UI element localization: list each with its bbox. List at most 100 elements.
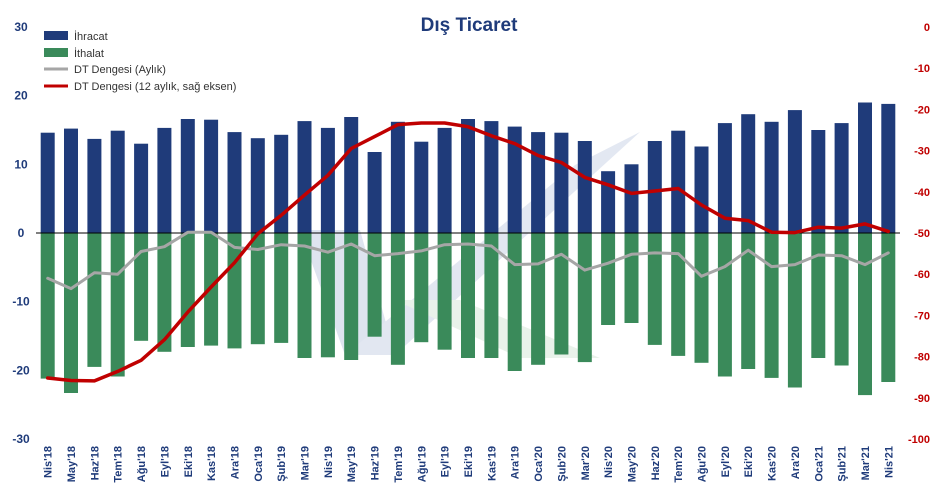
left-tick-label-3: 0: [18, 226, 25, 240]
export-bar-11: [297, 121, 312, 233]
x-tick-label-35: Mar'21: [860, 446, 872, 480]
right-tick-label-10: -100: [908, 434, 930, 446]
x-tick-label-28: Ağu'20: [697, 446, 709, 482]
right-tick-label-9: -90: [914, 393, 930, 405]
export-bar-31: [764, 121, 779, 233]
import-bar-27: [671, 233, 686, 356]
right-tick-label-4: -40: [914, 187, 930, 199]
export-bar-3: [110, 130, 125, 233]
import-bar-26: [647, 233, 662, 345]
export-bar-6: [180, 119, 195, 233]
x-tick-label-24: Nis'20: [603, 446, 615, 478]
import-bar-14: [367, 233, 382, 337]
export-bar-36: [881, 103, 896, 234]
import-bar-20: [507, 233, 522, 371]
export-bar-16: [414, 141, 429, 233]
x-tick-label-31: Kas'20: [767, 446, 779, 481]
x-axis: Nis'18 May'18 Haz'18 Tem'18 Ağu'18 Eyl'18 Eki'…: [43, 446, 896, 483]
import-bar-18: [461, 233, 475, 358]
legend-label-exports: İhracat: [74, 30, 108, 43]
left-tick-label-6: -30: [12, 432, 30, 446]
x-tick-label-13: May'19: [346, 446, 358, 482]
x-tick-label-16: Ağu'19: [416, 446, 428, 482]
x-tick-label-11: Mar'19: [300, 446, 312, 480]
legend-label-imports: İthalat: [74, 47, 104, 60]
import-bar-32: [787, 233, 802, 388]
import-bar-13: [344, 233, 359, 360]
chart-title: Dış Ticaret: [421, 15, 518, 36]
x-tick-label-25: May'20: [627, 446, 639, 482]
x-tick-label-29: Eyl'20: [720, 446, 732, 477]
x-tick-label-15: Tem'19: [393, 446, 405, 483]
x-tick-label-23: Mar'20: [580, 446, 592, 480]
left-tick-label-4: -10: [12, 295, 30, 309]
lines-layer: [45, 121, 891, 383]
right-tick-label-6: -60: [914, 269, 930, 281]
export-bar-32: [787, 110, 802, 233]
export-bar-13: [344, 117, 359, 233]
right-tick-label-5: -50: [914, 228, 930, 240]
right-tick-label-8: -80: [914, 352, 930, 364]
import-bar-25: [624, 233, 639, 323]
export-bar-22: [554, 132, 569, 233]
import-bar-2: [87, 233, 102, 367]
export-bar-29: [717, 123, 732, 233]
export-bar-2: [87, 138, 102, 233]
import-bar-8: [227, 233, 242, 349]
import-bar-19: [484, 233, 499, 358]
bars-layer: [40, 102, 896, 396]
export-bar-14: [367, 152, 382, 233]
export-bar-19: [484, 121, 499, 233]
x-tick-label-2: Haz'18: [89, 446, 101, 480]
x-tick-label-7: Kas'18: [206, 446, 218, 481]
legend-swatch-imports: [44, 48, 68, 57]
import-bar-23: [577, 233, 592, 363]
export-bar-17: [437, 127, 452, 233]
x-tick-label-10: Şub'19: [276, 446, 288, 482]
export-bar-7: [204, 119, 219, 233]
import-bar-1: [64, 233, 78, 393]
import-bar-17: [437, 233, 452, 350]
import-bar-11: [297, 233, 312, 358]
left-tick-label-0: 30: [14, 20, 28, 34]
import-bar-36: [881, 233, 896, 382]
export-bar-33: [811, 130, 826, 233]
export-bar-20: [507, 126, 522, 233]
import-bar-4: [134, 233, 149, 341]
import-bar-21: [531, 233, 546, 365]
import-bar-30: [741, 233, 756, 369]
x-tick-label-5: Eyl'18: [159, 446, 171, 477]
import-bar-15: [390, 233, 405, 365]
monthly-balance-line: [46, 230, 890, 291]
export-bar-12: [320, 127, 335, 233]
x-tick-label-9: Oca'19: [253, 446, 265, 482]
x-tick-label-30: Eki'20: [743, 446, 755, 477]
x-tick-label-12: Nis'19: [323, 446, 335, 478]
x-tick-label-33: Oca'21: [813, 446, 825, 482]
export-bar-10: [274, 134, 289, 233]
export-bar-15: [390, 121, 405, 233]
legend-label-annual-balance: DT Dengesi (12 aylık, sağ eksen): [74, 81, 236, 93]
left-tick-label-2: 10: [14, 157, 28, 171]
export-bar-18: [461, 119, 475, 233]
right-tick-label-7: -70: [914, 310, 930, 322]
left-tick-label-5: -20: [12, 363, 30, 377]
x-tick-label-34: Şub'21: [837, 446, 849, 482]
x-tick-label-0: Nis'18: [43, 446, 55, 478]
right-axis: 0 -10 -20 -30 -40 -50 -60 -70 -80 -90 -100: [908, 22, 930, 446]
x-tick-label-32: Ara'20: [790, 446, 802, 479]
export-bar-35: [858, 102, 872, 233]
x-tick-label-6: Eki'18: [183, 446, 195, 477]
import-bar-0: [40, 233, 55, 379]
annual-balance-line: [45, 121, 891, 383]
import-bar-9: [250, 233, 265, 345]
x-tick-label-36: Nis'21: [883, 446, 895, 478]
import-bar-34: [834, 233, 849, 366]
x-tick-label-1: May'18: [66, 446, 78, 482]
export-bar-5: [157, 127, 172, 233]
x-tick-label-8: Ara'18: [230, 446, 242, 479]
import-bar-33: [811, 233, 826, 358]
x-tick-label-27: Tem'20: [673, 446, 685, 483]
x-tick-label-21: Oca'20: [533, 446, 545, 482]
